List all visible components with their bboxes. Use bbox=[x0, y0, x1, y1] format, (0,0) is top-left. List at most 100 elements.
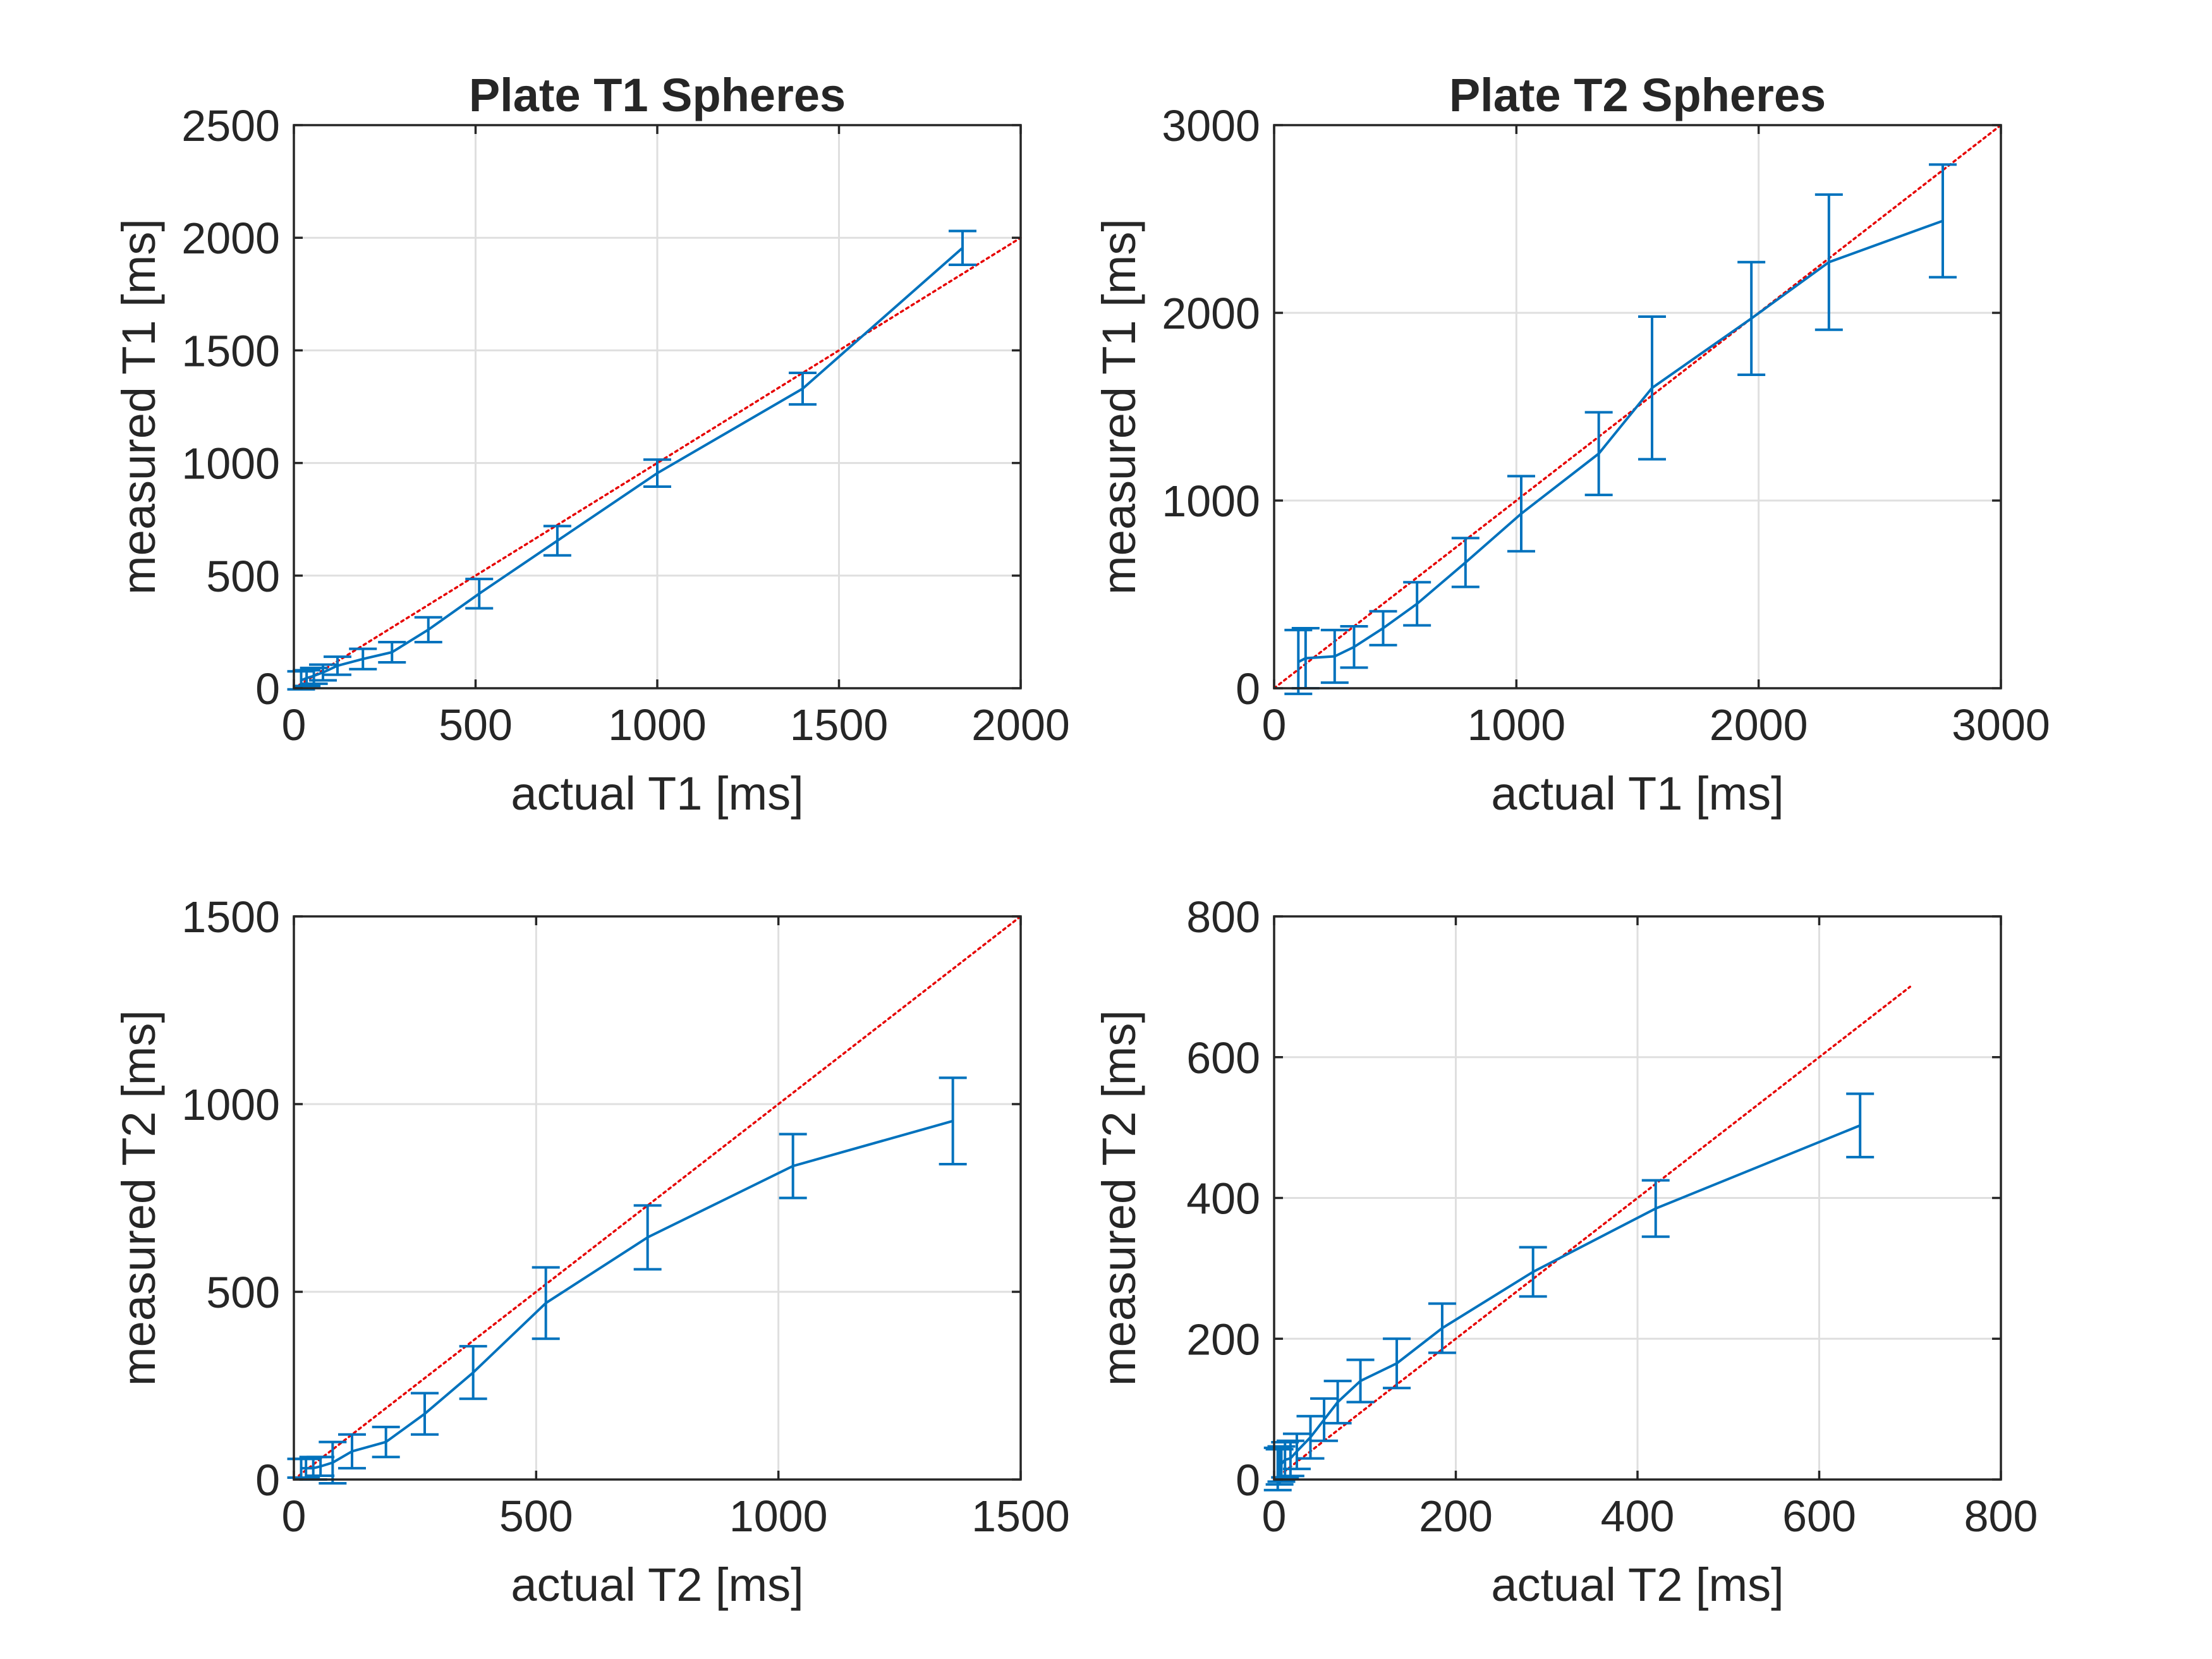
errorbar bbox=[949, 229, 976, 266]
y-tick-label: 1500 bbox=[181, 892, 280, 942]
errorbar bbox=[411, 1392, 439, 1436]
errorbar bbox=[1346, 1358, 1375, 1404]
x-tick-label: 2000 bbox=[971, 700, 1070, 750]
errorbar bbox=[1737, 260, 1766, 377]
y-axis-label: measured T1 [ms] bbox=[1093, 219, 1145, 595]
errorbar bbox=[532, 1266, 560, 1340]
y-tick-label: 0 bbox=[1236, 1455, 1260, 1505]
errorbar bbox=[319, 1440, 347, 1485]
x-tick-label: 800 bbox=[1964, 1492, 2038, 1541]
x-axis-label: actual T1 [ms] bbox=[511, 767, 803, 820]
x-tick-label: 1500 bbox=[790, 700, 889, 750]
errorbar bbox=[789, 372, 817, 406]
y-tick-label: 2500 bbox=[181, 101, 280, 150]
errorbar bbox=[307, 1455, 335, 1478]
errorbar bbox=[324, 655, 351, 676]
errorbar bbox=[1451, 537, 1480, 588]
errorbar bbox=[1310, 1397, 1339, 1442]
y-axis-label: measured T2 [ms] bbox=[1093, 1010, 1145, 1386]
errorbar bbox=[1271, 1440, 1299, 1479]
y-tick-label: 0 bbox=[255, 664, 280, 714]
errorbar bbox=[414, 616, 442, 643]
y-tick-label: 0 bbox=[255, 1455, 280, 1505]
y-tick-label: 600 bbox=[1186, 1033, 1260, 1083]
y-tick-label: 1000 bbox=[181, 1080, 280, 1129]
y-axis-label: measured T2 [ms] bbox=[112, 1010, 165, 1386]
x-tick-label: 600 bbox=[1782, 1492, 1856, 1541]
errorbar bbox=[378, 640, 406, 664]
y-tick-label: 500 bbox=[206, 552, 280, 601]
reference-line bbox=[293, 236, 1022, 690]
errorbar bbox=[643, 458, 671, 489]
y-tick-label: 500 bbox=[206, 1268, 280, 1317]
chart-title: Plate T1 Spheres bbox=[469, 69, 846, 121]
errorbar bbox=[1641, 1179, 1670, 1238]
x-axis-label: actual T2 [ms] bbox=[511, 1559, 803, 1611]
errorbar bbox=[1263, 1446, 1292, 1492]
reference-line bbox=[1273, 124, 2002, 690]
x-tick-label: 500 bbox=[439, 700, 513, 750]
x-tick-label: 2000 bbox=[1710, 700, 1808, 750]
errorbar bbox=[1814, 193, 1843, 331]
errorbar bbox=[1403, 581, 1431, 627]
y-tick-label: 1000 bbox=[181, 439, 280, 489]
y-tick-label: 800 bbox=[1186, 892, 1260, 942]
y-tick-label: 2000 bbox=[1162, 289, 1260, 338]
errorbar bbox=[292, 1457, 320, 1480]
errorbar bbox=[939, 1076, 967, 1166]
errorbar bbox=[1584, 411, 1613, 497]
x-tick-label: 400 bbox=[1601, 1492, 1675, 1541]
chart-top-left: 0 500 1000 1500 2000 0 500 1000 1500 2000 2500 actu… bbox=[112, 69, 1070, 820]
errorbar bbox=[1282, 1432, 1311, 1471]
errorbar bbox=[1507, 475, 1535, 553]
x-tick-label: 3000 bbox=[1952, 700, 2050, 750]
x-tick-label: 0 bbox=[1262, 1492, 1287, 1541]
errorbar bbox=[1320, 628, 1349, 684]
axes-frame bbox=[293, 915, 1022, 1481]
x-tick-label: 0 bbox=[282, 1492, 307, 1541]
axes-frame bbox=[1273, 124, 2002, 690]
errorbar bbox=[1369, 610, 1397, 647]
x-tick-label: 1000 bbox=[729, 1492, 828, 1541]
x-tick-label: 0 bbox=[282, 700, 307, 750]
chart-top-right: 0 1000 2000 3000 0 1000 2000 3000 actual T1 [ms]… bbox=[1093, 69, 2050, 820]
chart-bottom-left: 0 500 1000 1500 0 500 1000 1500 actual T2 [ms] me… bbox=[112, 892, 1070, 1611]
errorbar bbox=[633, 1204, 662, 1271]
x-tick-label: 200 bbox=[1419, 1492, 1493, 1541]
errorbar bbox=[1929, 163, 1957, 279]
reference-line bbox=[1273, 985, 1911, 1481]
errorbar bbox=[338, 1433, 366, 1470]
errorbar bbox=[459, 1345, 487, 1401]
errorbar bbox=[1284, 628, 1313, 695]
y-tick-label: 200 bbox=[1186, 1315, 1260, 1364]
x-tick-label: 1500 bbox=[971, 1492, 1070, 1541]
y-tick-label: 3000 bbox=[1162, 101, 1260, 150]
x-tick-label: 1000 bbox=[1467, 700, 1565, 750]
errorbar bbox=[1323, 1380, 1352, 1425]
y-axis-label: measured T1 [ms] bbox=[112, 219, 165, 595]
errorbar bbox=[1638, 315, 1666, 461]
errorbar bbox=[1519, 1246, 1547, 1298]
errorbar bbox=[1846, 1092, 1875, 1158]
x-tick-label: 500 bbox=[499, 1492, 573, 1541]
y-tick-label: 400 bbox=[1186, 1174, 1260, 1224]
y-tick-label: 0 bbox=[1236, 664, 1260, 714]
errorbar bbox=[1340, 624, 1368, 669]
x-axis-label: actual T1 [ms] bbox=[1491, 767, 1784, 820]
errorbar bbox=[1428, 1302, 1456, 1354]
reference-line bbox=[293, 915, 1022, 1481]
x-axis-label: actual T2 [ms] bbox=[1491, 1559, 1784, 1611]
errorbar bbox=[779, 1133, 807, 1200]
errorbar bbox=[309, 663, 337, 682]
errorbar bbox=[349, 647, 377, 671]
y-tick-label: 1500 bbox=[181, 326, 280, 375]
errorbar bbox=[372, 1425, 400, 1459]
x-tick-label: 0 bbox=[1262, 700, 1287, 750]
errorbar bbox=[465, 578, 494, 610]
y-tick-label: 2000 bbox=[181, 214, 280, 263]
errorbar bbox=[543, 525, 571, 557]
errorbar bbox=[1296, 1414, 1325, 1460]
x-tick-label: 1000 bbox=[608, 700, 707, 750]
y-tick-label: 1000 bbox=[1162, 477, 1260, 526]
